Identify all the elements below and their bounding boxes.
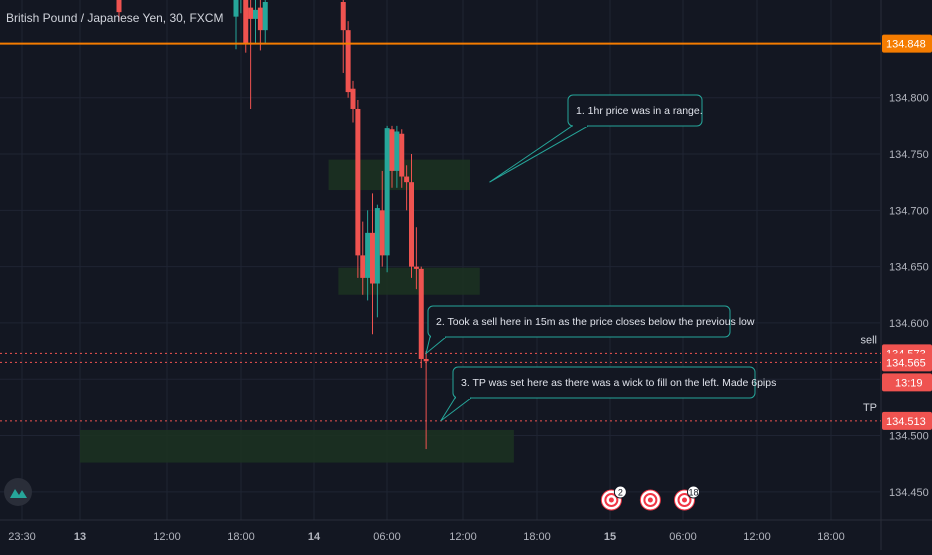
price-tag-label: 134.848 <box>886 39 926 51</box>
candle-body[interactable] <box>257 7 263 31</box>
symbol-title: British Pound / Japanese Yen, 30, FXCM <box>6 11 224 25</box>
price-tag <box>882 411 932 430</box>
x-tick-label: 18:00 <box>227 531 255 543</box>
y-tick-label: 134.700 <box>889 205 929 217</box>
range-zone[interactable] <box>338 267 480 295</box>
price-tag <box>882 34 932 53</box>
callout-text: 2. Took a sell here in 15m as the price … <box>436 316 755 328</box>
candle-body[interactable] <box>233 0 239 17</box>
x-tick-label: 13 <box>74 531 86 543</box>
candle-body[interactable] <box>423 358 429 362</box>
candle-body[interactable] <box>345 30 351 93</box>
candle-body[interactable] <box>365 232 371 278</box>
candle-body[interactable] <box>418 268 424 359</box>
x-tick-label: 15 <box>604 531 616 543</box>
candle-body[interactable] <box>374 208 380 284</box>
candle-body[interactable] <box>399 133 405 177</box>
y-tick-label: 134.750 <box>889 149 929 161</box>
tradingview-logo-mark <box>10 489 27 498</box>
candle-body[interactable] <box>384 128 390 256</box>
candle-body[interactable] <box>116 0 122 13</box>
event-marker-dot <box>647 497 653 503</box>
candle-body[interactable] <box>370 232 375 284</box>
candle-body[interactable] <box>379 210 385 256</box>
x-tick-label: 12:00 <box>449 531 477 543</box>
candle-body[interactable] <box>355 108 361 256</box>
callout-joint <box>431 335 445 338</box>
y-tick-label: 134.450 <box>889 487 929 499</box>
candle-body[interactable] <box>389 129 395 171</box>
price-tag-label: 134.513 <box>886 416 926 428</box>
y-tick-label: 134.650 <box>889 262 929 274</box>
event-count-badge <box>687 485 700 499</box>
line-side-label: sell <box>860 334 877 346</box>
callout-joint <box>573 124 587 127</box>
callout-box[interactable] <box>452 366 756 399</box>
line-side-label: TP <box>863 402 877 414</box>
callout-joint <box>456 396 470 399</box>
range-zone[interactable] <box>80 429 514 463</box>
candle-body[interactable] <box>253 9 258 19</box>
price-tag <box>882 353 932 372</box>
event-count-badge <box>613 485 627 499</box>
candle-body[interactable] <box>360 255 366 278</box>
event-marker-ring <box>643 493 658 507</box>
x-tick-label: 18:00 <box>817 531 845 543</box>
x-tick-label: 14 <box>308 531 321 543</box>
countdown-label: 13:19 <box>895 377 923 389</box>
x-tick-label: 23:30 <box>8 531 36 543</box>
callout-text: 1. 1hr price was in a range. <box>576 105 703 117</box>
candle-body[interactable] <box>413 266 419 269</box>
event-marker-dot <box>682 497 687 503</box>
y-tick-label: 134.500 <box>889 431 929 443</box>
candle-body[interactable] <box>350 88 356 109</box>
candle-body[interactable] <box>262 2 268 31</box>
candle-body[interactable] <box>340 2 346 31</box>
candle-body[interactable] <box>394 131 400 171</box>
event-count-label: 18 <box>688 488 698 498</box>
event-marker-dot <box>608 497 614 503</box>
callout-box[interactable] <box>567 94 703 127</box>
event-marker-ring <box>604 493 619 507</box>
candle-body[interactable] <box>248 7 254 19</box>
event-marker-ring <box>677 493 692 507</box>
countdown-tag <box>882 373 932 392</box>
candle-body[interactable] <box>404 176 410 183</box>
candle-body[interactable] <box>409 182 414 267</box>
price-tag-label: 134.565 <box>886 357 926 369</box>
callout-box[interactable] <box>427 305 731 338</box>
x-tick-label: 06:00 <box>669 531 697 543</box>
tradingview-logo-icon[interactable] <box>4 478 32 506</box>
x-tick-label: 12:00 <box>743 531 771 543</box>
candle-body[interactable] <box>243 0 249 44</box>
x-tick-label: 18:00 <box>523 531 551 543</box>
event-count-label: 2 <box>618 488 623 498</box>
x-tick-label: 12:00 <box>153 531 181 543</box>
callout-text: 3. TP was set here as there was a wick t… <box>461 377 776 389</box>
y-tick-label: 134.800 <box>889 93 929 105</box>
x-tick-label: 06:00 <box>373 531 401 543</box>
y-tick-label: 134.600 <box>889 318 929 330</box>
